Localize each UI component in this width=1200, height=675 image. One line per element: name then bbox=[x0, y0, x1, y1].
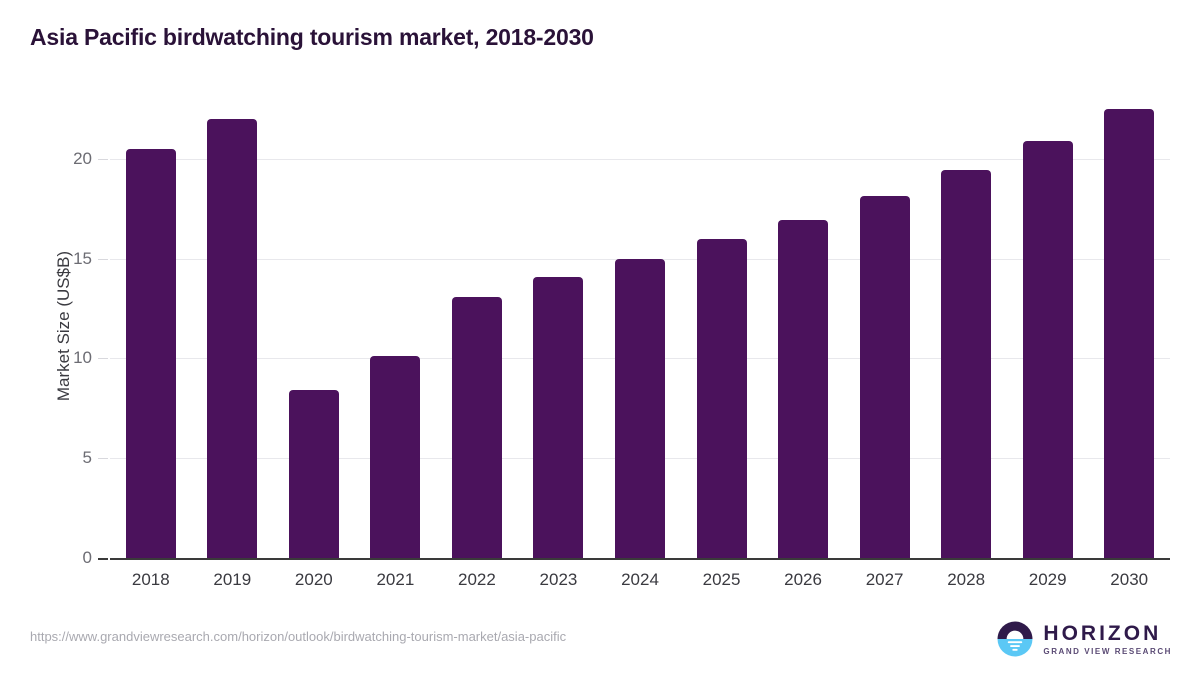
horizon-logo-mark-icon bbox=[997, 621, 1033, 657]
x-axis-tick-label: 2025 bbox=[702, 570, 741, 589]
y-axis-tick-label: 5 bbox=[82, 448, 92, 468]
y-axis-tick-labels: 0 5 10 15 20 bbox=[20, 0, 92, 675]
logo-tagline: GRAND VIEW RESEARCH bbox=[1043, 646, 1172, 656]
y-axis-tick-mark bbox=[98, 258, 108, 260]
x-axis-tick-label: 2024 bbox=[621, 570, 659, 589]
bar[interactable] bbox=[1022, 140, 1073, 558]
x-axis-tick-label: 2026 bbox=[784, 570, 822, 589]
x-axis-tick-label: 2021 bbox=[376, 570, 415, 589]
x-axis-tick-label: 2029 bbox=[1028, 570, 1067, 589]
bar[interactable] bbox=[125, 148, 176, 558]
bar[interactable] bbox=[533, 276, 584, 558]
bar[interactable] bbox=[696, 238, 747, 558]
x-axis-tick-label: 2020 bbox=[294, 570, 333, 589]
x-axis-tick-label: 2028 bbox=[947, 570, 986, 589]
x-axis-tick-label: 2030 bbox=[1110, 570, 1149, 589]
logo-wordmark: HORIZON bbox=[1043, 621, 1162, 645]
x-axis-tick-label: 2022 bbox=[458, 570, 496, 589]
bar[interactable] bbox=[778, 219, 829, 558]
y-axis-tick-label: 10 bbox=[73, 348, 92, 368]
gridline bbox=[110, 158, 1170, 160]
y-axis-tick-label: 15 bbox=[73, 248, 92, 268]
bar[interactable] bbox=[451, 296, 502, 558]
source-url[interactable]: https://www.grandviewresearch.com/horizo… bbox=[30, 629, 567, 644]
y-axis-tick-mark bbox=[98, 458, 108, 460]
x-axis-tick-label: 2018 bbox=[131, 570, 170, 589]
y-axis-tick-mark bbox=[98, 558, 108, 560]
x-axis-line bbox=[110, 558, 1170, 560]
bar[interactable] bbox=[288, 390, 339, 558]
x-axis-tick-label: 2027 bbox=[865, 570, 904, 589]
x-axis-tick-labels: 2018 2019 2020 2021 2022 2023 2024 2025 2026 2027… bbox=[110, 570, 1170, 600]
bar[interactable] bbox=[1104, 108, 1155, 558]
horizon-logo-text: HORIZON GRAND VIEW RESEARCH bbox=[1043, 623, 1172, 656]
y-axis-tick-label: 20 bbox=[73, 148, 92, 168]
bar[interactable] bbox=[615, 258, 665, 558]
x-axis-tick-label: 2019 bbox=[213, 570, 252, 589]
plot-area bbox=[110, 80, 1170, 558]
y-axis-tick-mark bbox=[98, 358, 108, 360]
y-axis-tick-label: 0 bbox=[82, 548, 92, 567]
page-title: Asia Pacific birdwatching tourism market… bbox=[30, 24, 594, 50]
bar[interactable] bbox=[207, 118, 258, 558]
bar[interactable] bbox=[859, 195, 910, 558]
horizon-logo[interactable]: HORIZON GRAND VIEW RESEARCH bbox=[996, 618, 1172, 660]
bar[interactable] bbox=[370, 356, 421, 558]
y-axis-tick-mark bbox=[98, 158, 108, 160]
x-axis-tick-label: 2023 bbox=[539, 570, 578, 589]
bar[interactable] bbox=[941, 169, 992, 558]
